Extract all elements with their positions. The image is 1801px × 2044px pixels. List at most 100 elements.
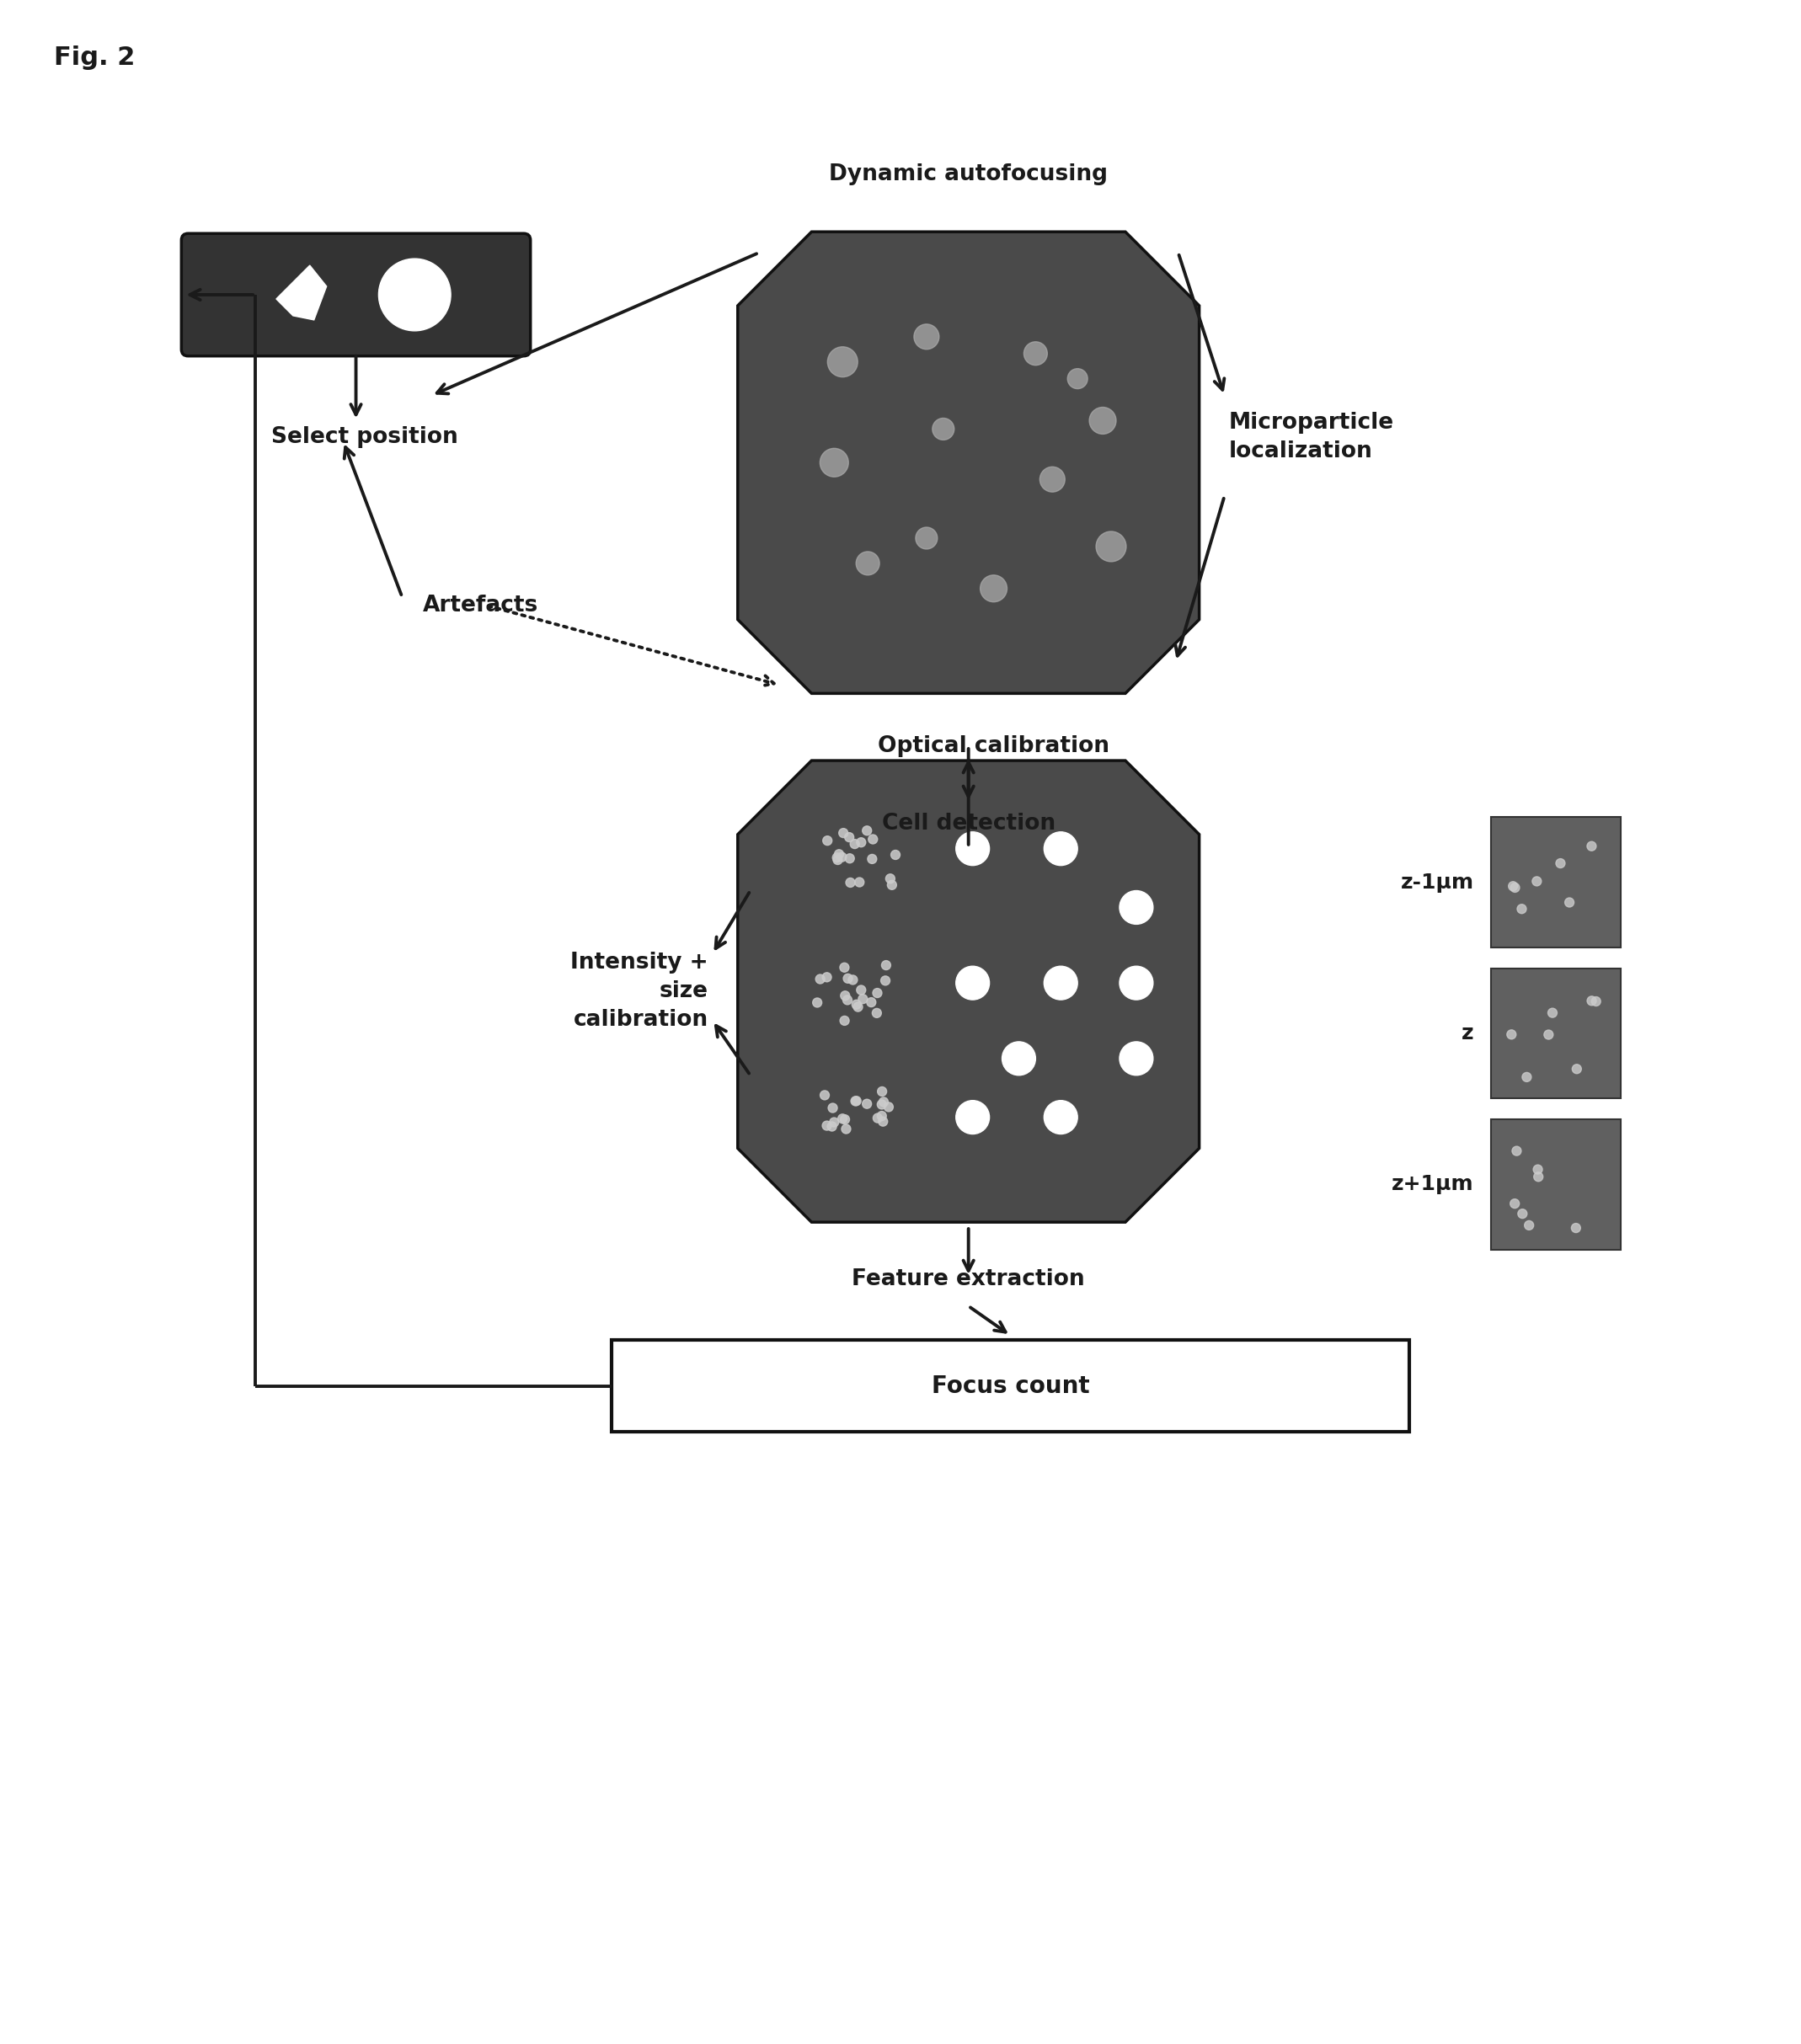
Polygon shape <box>738 231 1199 693</box>
Circle shape <box>859 993 868 1004</box>
Circle shape <box>823 836 832 846</box>
Circle shape <box>828 1104 837 1112</box>
Circle shape <box>877 1087 886 1096</box>
Circle shape <box>845 832 854 842</box>
Circle shape <box>877 1112 886 1120</box>
Circle shape <box>839 828 848 838</box>
Circle shape <box>830 1118 839 1126</box>
Circle shape <box>1090 407 1117 433</box>
Circle shape <box>832 852 841 863</box>
Circle shape <box>873 989 882 997</box>
Circle shape <box>857 838 866 846</box>
Text: Intensity +
size
calibration: Intensity + size calibration <box>571 953 708 1030</box>
Circle shape <box>866 997 875 1008</box>
Circle shape <box>819 1091 828 1100</box>
FancyBboxPatch shape <box>1491 818 1621 946</box>
Circle shape <box>1507 1030 1516 1038</box>
Text: z+1μm: z+1μm <box>1392 1175 1473 1194</box>
Circle shape <box>1565 897 1574 908</box>
Circle shape <box>1534 1171 1543 1181</box>
Circle shape <box>879 1116 888 1126</box>
Circle shape <box>1592 997 1601 1006</box>
Text: Artefacts: Artefacts <box>423 595 538 615</box>
Circle shape <box>857 985 866 995</box>
Circle shape <box>1045 1100 1077 1134</box>
FancyBboxPatch shape <box>182 233 531 356</box>
Circle shape <box>819 448 848 476</box>
Circle shape <box>863 826 872 836</box>
Circle shape <box>378 260 450 331</box>
Circle shape <box>873 1114 882 1122</box>
Circle shape <box>1518 1210 1527 1218</box>
Circle shape <box>1023 341 1048 366</box>
Circle shape <box>823 973 832 981</box>
Circle shape <box>1547 1008 1558 1018</box>
FancyArrowPatch shape <box>344 448 402 595</box>
Circle shape <box>852 1096 861 1106</box>
FancyArrowPatch shape <box>964 1228 974 1271</box>
Circle shape <box>852 1000 861 1010</box>
Circle shape <box>1533 1165 1542 1173</box>
Text: Focus count: Focus count <box>931 1374 1090 1398</box>
Circle shape <box>915 527 937 550</box>
Circle shape <box>1587 842 1596 850</box>
Text: Microparticle
localization: Microparticle localization <box>1228 413 1394 462</box>
Circle shape <box>846 879 855 887</box>
Circle shape <box>891 850 900 858</box>
Circle shape <box>834 854 843 865</box>
Circle shape <box>1543 1030 1552 1038</box>
Circle shape <box>855 877 864 887</box>
Text: Fig. 2: Fig. 2 <box>54 45 135 69</box>
Circle shape <box>843 995 852 1004</box>
Circle shape <box>868 854 877 863</box>
Circle shape <box>1572 1065 1581 1073</box>
Circle shape <box>956 967 989 1000</box>
Circle shape <box>816 975 825 983</box>
Circle shape <box>1045 967 1077 1000</box>
Circle shape <box>841 991 850 1000</box>
Circle shape <box>863 1100 872 1108</box>
Circle shape <box>1587 995 1596 1006</box>
Circle shape <box>1120 967 1153 1000</box>
Circle shape <box>841 1114 850 1124</box>
Polygon shape <box>738 760 1199 1222</box>
FancyBboxPatch shape <box>1491 969 1621 1098</box>
Text: Optical calibration: Optical calibration <box>877 736 1109 756</box>
FancyArrowPatch shape <box>189 290 252 300</box>
Circle shape <box>1097 531 1126 562</box>
Circle shape <box>913 325 938 350</box>
Polygon shape <box>276 266 326 321</box>
FancyArrowPatch shape <box>964 762 974 844</box>
Circle shape <box>884 1102 893 1112</box>
Circle shape <box>888 881 897 889</box>
Circle shape <box>1045 832 1077 865</box>
FancyArrowPatch shape <box>438 253 756 394</box>
Circle shape <box>839 1016 850 1026</box>
FancyArrowPatch shape <box>717 1026 749 1073</box>
Circle shape <box>1516 903 1527 914</box>
Circle shape <box>1513 1147 1522 1155</box>
Text: Dynamic autofocusing: Dynamic autofocusing <box>828 164 1108 186</box>
Text: z-1μm: z-1μm <box>1401 873 1473 893</box>
Circle shape <box>868 834 877 844</box>
Text: Cell detection: Cell detection <box>882 814 1055 834</box>
Circle shape <box>855 552 879 574</box>
Text: Feature extraction: Feature extraction <box>852 1269 1084 1290</box>
Circle shape <box>843 973 852 983</box>
FancyArrowPatch shape <box>351 356 360 415</box>
Circle shape <box>827 347 857 376</box>
Text: Select position: Select position <box>270 427 457 448</box>
FancyArrowPatch shape <box>1180 256 1225 390</box>
FancyBboxPatch shape <box>612 1339 1408 1433</box>
FancyArrowPatch shape <box>715 893 749 948</box>
Circle shape <box>1068 368 1088 388</box>
Circle shape <box>850 840 859 848</box>
Circle shape <box>881 961 891 969</box>
Circle shape <box>1522 1073 1531 1081</box>
Circle shape <box>834 850 843 858</box>
Circle shape <box>812 997 821 1008</box>
Circle shape <box>837 1114 846 1124</box>
Circle shape <box>839 963 848 973</box>
Circle shape <box>850 1096 861 1106</box>
FancyArrowPatch shape <box>971 1308 1005 1333</box>
